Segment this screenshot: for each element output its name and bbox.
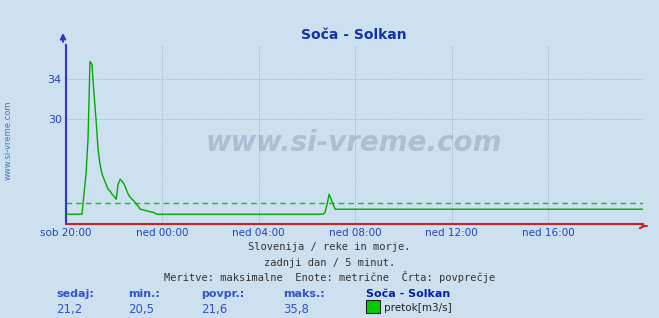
Text: min.:: min.:: [129, 289, 160, 299]
Text: maks.:: maks.:: [283, 289, 325, 299]
Title: Soča - Solkan: Soča - Solkan: [301, 28, 407, 42]
Text: Slovenija / reke in morje.: Slovenija / reke in morje.: [248, 242, 411, 252]
Text: www.si-vreme.com: www.si-vreme.com: [206, 129, 502, 157]
Text: 21,2: 21,2: [56, 303, 82, 316]
Text: povpr.:: povpr.:: [201, 289, 244, 299]
Text: www.si-vreme.com: www.si-vreme.com: [3, 100, 13, 180]
Text: 35,8: 35,8: [283, 303, 309, 316]
Text: zadnji dan / 5 minut.: zadnji dan / 5 minut.: [264, 258, 395, 267]
Text: Soča - Solkan: Soča - Solkan: [366, 289, 450, 299]
Text: 20,5: 20,5: [129, 303, 154, 316]
Text: pretok[m3/s]: pretok[m3/s]: [384, 303, 452, 313]
Text: sedaj:: sedaj:: [56, 289, 94, 299]
Text: Meritve: maksimalne  Enote: metrične  Črta: povprečje: Meritve: maksimalne Enote: metrične Črta…: [164, 272, 495, 283]
Text: 21,6: 21,6: [201, 303, 227, 316]
